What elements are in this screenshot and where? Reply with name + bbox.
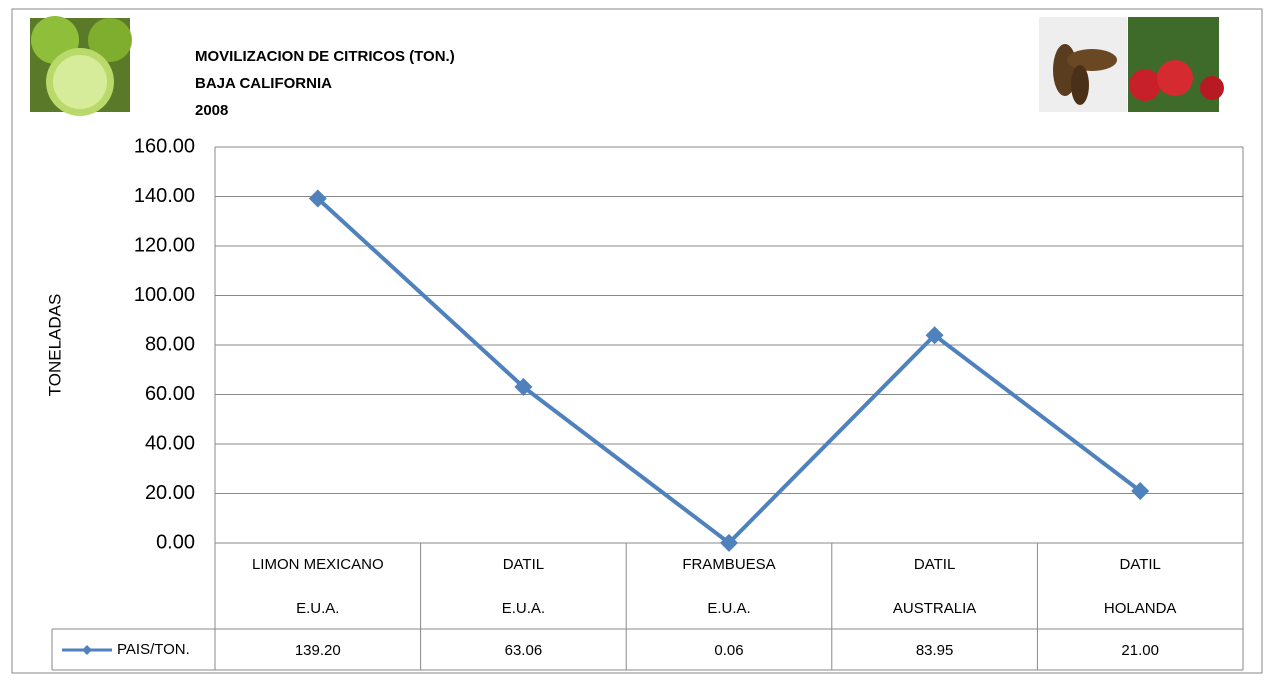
chart-title: BAJA CALIFORNIA — [195, 75, 332, 92]
x-tick-label: DATIL — [914, 556, 955, 573]
y-tick-label: 140.00 — [134, 185, 195, 207]
y-axis-label: TONELADAS — [45, 294, 64, 397]
x-tick-label: E.U.A. — [707, 600, 750, 617]
y-tick-label: 160.00 — [134, 135, 195, 157]
legend-label: PAIS/TON. — [117, 641, 190, 658]
data-table-value: 21.00 — [1121, 642, 1159, 659]
chart: MOVILIZACION DE CITRICOS (TON.) BAJA CAL… — [0, 0, 1272, 681]
dates-image — [1039, 17, 1127, 112]
y-tick-label: 20.00 — [145, 482, 195, 504]
lime-image — [30, 16, 132, 116]
chart-title: MOVILIZACION DE CITRICOS (TON.) — [195, 48, 455, 65]
x-tick-label: LIMON MEXICANO — [252, 556, 384, 573]
data-table-value: 63.06 — [505, 642, 543, 659]
x-tick-label: E.U.A. — [296, 600, 339, 617]
data-table-value: 83.95 — [916, 642, 954, 659]
x-tick-label: DATIL — [1119, 556, 1160, 573]
y-tick-label: 60.00 — [145, 383, 195, 405]
y-tick-label: 40.00 — [145, 432, 195, 454]
chart-title: 2008 — [195, 102, 228, 119]
x-tick-label: HOLANDA — [1104, 600, 1177, 617]
x-tick-label: DATIL — [503, 556, 544, 573]
x-tick-label: AUSTRALIA — [893, 600, 976, 617]
raspberry-image — [1128, 17, 1224, 112]
x-tick-label: FRAMBUESA — [682, 556, 775, 573]
y-tick-label: 80.00 — [145, 333, 195, 355]
y-tick-label: 120.00 — [134, 234, 195, 256]
data-table-value: 0.06 — [714, 642, 743, 659]
y-tick-label: 0.00 — [156, 531, 195, 553]
y-tick-label: 100.00 — [134, 284, 195, 306]
data-table-value: 139.20 — [295, 642, 341, 659]
x-tick-label: E.U.A. — [502, 600, 545, 617]
